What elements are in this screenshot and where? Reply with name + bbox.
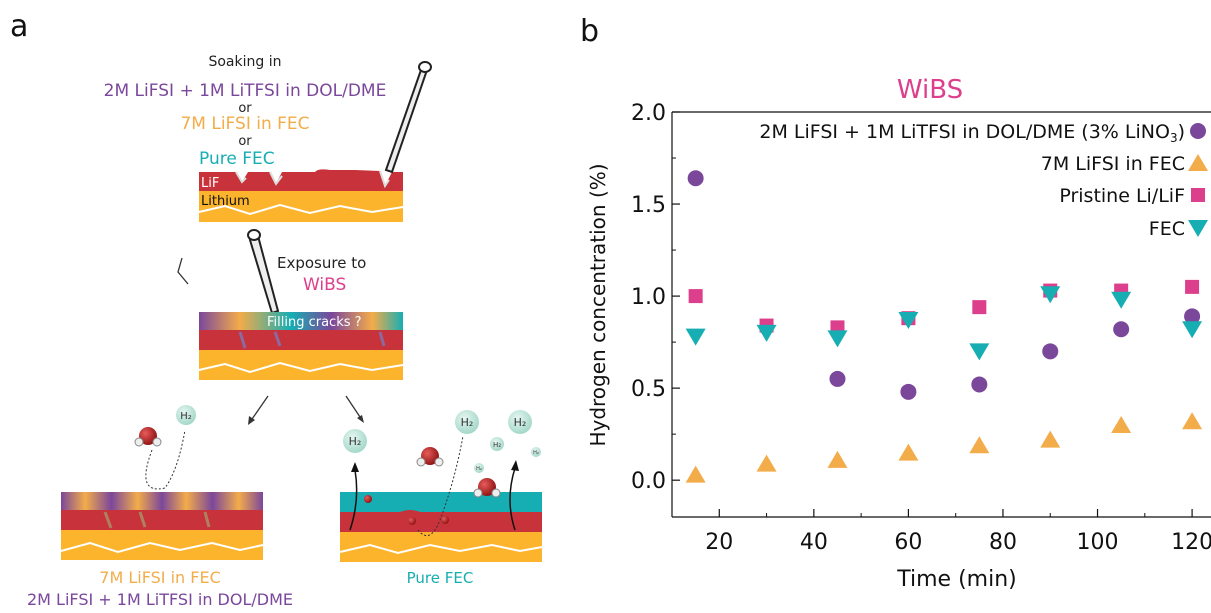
panel-b-label: b xyxy=(580,14,599,49)
h2-label: H₂ xyxy=(180,411,192,422)
data-point xyxy=(1111,415,1132,433)
bottom-right-electrode: H₂ H₂ H₂ H₂ H₂ H₂ xyxy=(339,410,543,562)
h2-bubble-icon xyxy=(455,410,479,434)
data-point xyxy=(1182,321,1203,339)
legend-marker xyxy=(1188,220,1208,237)
h2-label: H₂ xyxy=(476,466,482,472)
bottom-left-electrode: H₂ xyxy=(60,405,264,560)
h2-label: H₂ xyxy=(461,416,474,429)
data-point xyxy=(827,450,848,468)
arrow-down-right-icon xyxy=(345,395,363,421)
data-point xyxy=(900,383,917,400)
y-axis-label: Hydrogen concentration (%) xyxy=(586,163,610,446)
data-point xyxy=(756,454,777,472)
data-point xyxy=(827,330,848,348)
y-tick-label: 0.5 xyxy=(631,377,666,402)
exposure-text: Exposure to xyxy=(277,254,366,272)
data-point xyxy=(972,300,987,315)
chart-title: WiBS xyxy=(897,75,963,105)
y-tick-label: 1.0 xyxy=(631,285,666,310)
data-point xyxy=(685,465,706,483)
data-point xyxy=(756,324,777,342)
arrow-left-icon xyxy=(177,257,189,285)
data-point xyxy=(685,328,706,346)
legend-label: FEC xyxy=(1149,218,1185,240)
pipette-icon xyxy=(384,61,432,174)
x-axis-label: Time (min) xyxy=(896,567,1017,592)
middle-electrode: Filling cracks ? xyxy=(198,312,404,380)
x-tick-label: 40 xyxy=(800,530,828,555)
panel-a: a Soaking in 2M LiFSI + 1M LiTFSI in DOL… xyxy=(10,9,543,609)
or-1-text: or xyxy=(238,101,252,116)
h2-label: H₂ xyxy=(349,435,362,448)
option-2-text: 7M LiFSI in FEC xyxy=(180,114,309,134)
y-tick-label: 0.0 xyxy=(631,469,666,494)
data-point xyxy=(688,289,703,304)
wibs-text: WiBS xyxy=(303,275,346,295)
bottom-right-label: Pure FEC xyxy=(407,569,474,587)
h2-label: H₂ xyxy=(493,441,501,449)
data-point xyxy=(1111,291,1132,309)
data-point xyxy=(1184,308,1201,325)
data-point xyxy=(1040,286,1061,304)
data-point xyxy=(687,170,704,187)
bottom-left-label-2: 2M LiFSI + 1M LiTFSI in DOL/DME xyxy=(27,590,293,609)
data-point xyxy=(1042,343,1059,360)
bottom-left-label-1: 7M LiFSI in FEC xyxy=(99,568,220,587)
panel-a-label: a xyxy=(10,9,28,44)
h2-bubble-icon xyxy=(474,463,484,473)
legend-marker xyxy=(1191,188,1205,202)
legend-marker xyxy=(1188,154,1208,171)
h2-bubble-icon xyxy=(176,405,196,425)
legend-label: Pristine Li/LiF xyxy=(1059,185,1185,207)
x-tick-label: 80 xyxy=(989,530,1017,555)
option-1-text: 2M LiFSI + 1M LiTFSI in DOL/DME xyxy=(104,81,387,101)
data-point xyxy=(829,370,846,387)
data-point xyxy=(969,436,990,454)
data-point xyxy=(1113,321,1130,338)
data-point xyxy=(1040,430,1061,448)
x-tick-label: 20 xyxy=(705,530,733,555)
x-tick-label: 120 xyxy=(1171,530,1211,555)
soaking-in-text: Soaking in xyxy=(208,54,281,70)
data-point xyxy=(898,443,919,461)
filling-cracks-text: Filling cracks ? xyxy=(267,315,362,330)
data-point xyxy=(1182,412,1203,430)
arrow-down-left-icon xyxy=(249,395,269,423)
option-3-text: Pure FEC xyxy=(199,149,275,169)
h2-label: H₂ xyxy=(533,450,539,456)
panel-b: b WiBS Hydrogen concentration (%) Time (… xyxy=(580,14,1211,592)
pipette-2-icon xyxy=(247,229,280,315)
legend-marker xyxy=(1190,123,1206,139)
data-point xyxy=(1185,279,1200,294)
lif-layer-label: LiF xyxy=(201,176,219,191)
or-2-text: or xyxy=(238,134,252,149)
data-point xyxy=(971,376,988,393)
legend-label: 2M LiFSI + 1M LiTFSI in DOL/DME (3% LiNO… xyxy=(759,121,1185,145)
x-tick-label: 100 xyxy=(1077,530,1119,555)
y-tick-label: 2.0 xyxy=(631,101,666,126)
data-point xyxy=(898,312,919,330)
h2-bubble-icon xyxy=(490,437,504,451)
h2-bubble-icon xyxy=(343,429,367,453)
x-tick-label: 60 xyxy=(894,530,922,555)
lithium-layer-label: Lithium xyxy=(201,194,250,209)
legend: 2M LiFSI + 1M LiTFSI in DOL/DME (3% LiNO… xyxy=(759,121,1208,240)
y-tick-label: 1.5 xyxy=(631,193,666,218)
legend-label: 7M LiFSI in FEC xyxy=(1041,153,1185,175)
h2-bubble-icon xyxy=(531,447,541,457)
h2-bubble-icon xyxy=(508,410,532,434)
top-electrode: LiF Lithium xyxy=(198,169,404,222)
h2-label: H₂ xyxy=(514,416,527,429)
data-point xyxy=(969,343,990,361)
